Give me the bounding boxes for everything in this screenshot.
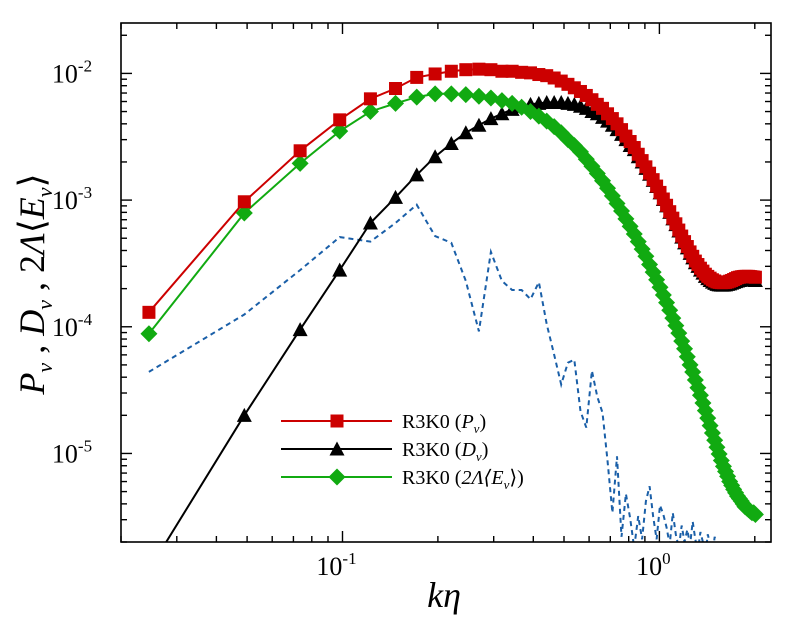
plot-series <box>140 62 764 542</box>
legend-label: R3K0 (Pv) <box>402 411 486 436</box>
data-point <box>442 85 460 103</box>
x-tick-label: 100 <box>636 549 671 581</box>
series-line <box>148 203 717 542</box>
data-point <box>237 195 251 209</box>
data-point <box>746 505 764 523</box>
data-point <box>142 305 156 319</box>
data-point <box>363 92 377 106</box>
legend: R3K0 (Pv) R3K0 (Dv) R3K0 (2Λ⟨Ev⟩) <box>281 411 524 492</box>
legend-label: R3K0 (2Λ⟨Ev⟩) <box>402 467 524 492</box>
data-point <box>409 167 425 182</box>
data-point <box>495 64 509 78</box>
data-point <box>444 64 458 78</box>
y-tick-label: 10-2 <box>52 56 92 88</box>
data-point <box>408 88 426 106</box>
data-point <box>389 82 403 96</box>
data-point <box>362 215 378 230</box>
data-point <box>331 122 349 140</box>
data-point <box>293 144 307 158</box>
x-tick-label: 10-1 <box>316 549 356 581</box>
series-3 <box>148 203 717 542</box>
y-tick-label: 10-5 <box>52 436 92 468</box>
data-point <box>236 407 252 422</box>
x-axis-label: kη <box>427 575 461 615</box>
series-0 <box>142 62 762 319</box>
data-point <box>333 113 347 127</box>
data-point <box>410 70 424 84</box>
series-2 <box>140 85 764 523</box>
data-point <box>470 87 488 105</box>
y-tick-label: 10-3 <box>52 183 92 215</box>
legend-marker <box>330 414 344 428</box>
data-point <box>458 125 474 140</box>
data-point <box>443 135 459 150</box>
y-axis-label: Pv , Dv , 2Λ⟨Ev⟩ <box>12 173 57 395</box>
data-point <box>459 63 473 77</box>
data-point <box>291 154 309 172</box>
axis-ticks <box>120 23 771 543</box>
data-point <box>471 117 487 132</box>
data-point <box>428 67 442 81</box>
tick-labels: 10-1 100 10-5 10-4 10-3 10-2 <box>52 56 671 581</box>
legend-marker <box>328 468 346 486</box>
data-point <box>483 111 499 126</box>
data-point <box>494 106 510 121</box>
y-tick-label: 10-4 <box>52 310 93 342</box>
plot-frame <box>120 22 772 543</box>
data-point <box>748 270 762 284</box>
legend-marker <box>329 441 345 456</box>
data-point <box>292 322 308 337</box>
data-point <box>387 94 405 112</box>
data-point <box>140 325 158 343</box>
data-point <box>484 63 498 77</box>
legend-label: R3K0 (Dv) <box>402 439 488 464</box>
data-point <box>388 189 404 204</box>
data-point <box>472 62 486 76</box>
data-point <box>332 262 348 277</box>
data-point <box>235 204 253 222</box>
data-point <box>457 86 475 104</box>
data-point <box>361 103 379 121</box>
data-point <box>426 85 444 103</box>
data-point <box>427 149 443 164</box>
